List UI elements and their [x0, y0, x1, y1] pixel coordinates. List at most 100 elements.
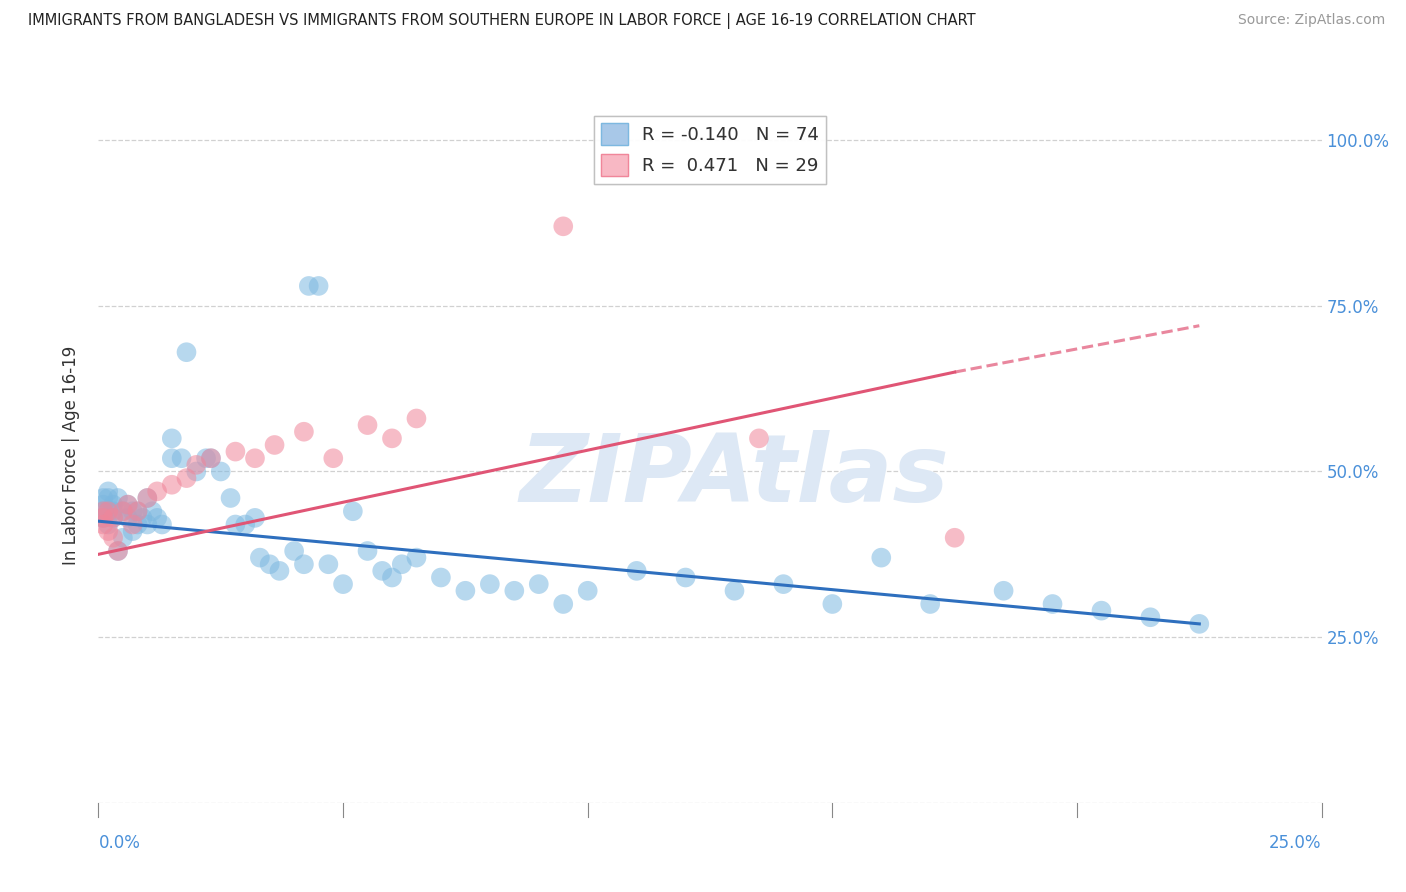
Point	[176, 345, 198, 359]
Point	[97, 504, 120, 518]
Point	[117, 498, 139, 512]
Point	[626, 564, 648, 578]
Point	[136, 491, 159, 505]
Point	[101, 498, 124, 512]
Point	[121, 517, 143, 532]
Point	[127, 504, 149, 518]
Point	[748, 431, 770, 445]
Text: Source: ZipAtlas.com: Source: ZipAtlas.com	[1237, 13, 1385, 28]
Point	[224, 517, 246, 532]
Point	[1139, 610, 1161, 624]
Point	[553, 219, 575, 234]
Point	[200, 451, 222, 466]
Point	[107, 491, 129, 505]
Point	[200, 451, 222, 466]
Text: 25.0%: 25.0%	[1270, 834, 1322, 852]
Point	[553, 597, 575, 611]
Point	[111, 504, 134, 518]
Point	[170, 451, 193, 466]
Point	[195, 451, 218, 466]
Point	[91, 504, 114, 518]
Point	[356, 418, 378, 433]
Point	[97, 524, 120, 538]
Point	[821, 597, 844, 611]
Point	[219, 491, 242, 505]
Text: IMMIGRANTS FROM BANGLADESH VS IMMIGRANTS FROM SOUTHERN EUROPE IN LABOR FORCE | A: IMMIGRANTS FROM BANGLADESH VS IMMIGRANTS…	[28, 13, 976, 29]
Y-axis label: In Labor Force | Age 16-19: In Labor Force | Age 16-19	[62, 345, 80, 565]
Point	[136, 491, 159, 505]
Point	[101, 504, 124, 518]
Point	[405, 411, 427, 425]
Point	[503, 583, 526, 598]
Point	[723, 583, 745, 598]
Point	[371, 564, 394, 578]
Point	[131, 511, 153, 525]
Point	[160, 431, 183, 445]
Point	[150, 517, 173, 532]
Point	[259, 558, 281, 572]
Point	[292, 425, 315, 439]
Point	[527, 577, 550, 591]
Point	[391, 558, 413, 572]
Point	[233, 517, 256, 532]
Legend: R = -0.140   N = 74, R =  0.471   N = 29: R = -0.140 N = 74, R = 0.471 N = 29	[593, 116, 827, 184]
Point	[332, 577, 354, 591]
Point	[1090, 604, 1112, 618]
Point	[405, 550, 427, 565]
Point	[381, 431, 404, 445]
Point	[111, 531, 134, 545]
Point	[91, 498, 114, 512]
Point	[993, 583, 1015, 598]
Point	[91, 511, 114, 525]
Point	[342, 504, 364, 518]
Point	[91, 511, 114, 525]
Point	[101, 511, 124, 525]
Point	[101, 511, 124, 525]
Point	[97, 484, 120, 499]
Point	[97, 517, 120, 532]
Point	[1188, 616, 1211, 631]
Point	[107, 544, 129, 558]
Point	[127, 504, 149, 518]
Point	[91, 491, 114, 505]
Point	[292, 558, 315, 572]
Point	[298, 279, 321, 293]
Point	[160, 477, 183, 491]
Point	[141, 504, 163, 518]
Point	[160, 451, 183, 466]
Point	[243, 511, 266, 525]
Point	[127, 517, 149, 532]
Point	[269, 564, 291, 578]
Point	[91, 517, 114, 532]
Point	[356, 544, 378, 558]
Point	[263, 438, 285, 452]
Point	[243, 451, 266, 466]
Point	[186, 465, 208, 479]
Point	[176, 471, 198, 485]
Point	[224, 444, 246, 458]
Point	[943, 531, 966, 545]
Point	[322, 451, 344, 466]
Point	[308, 279, 330, 293]
Point	[146, 511, 169, 525]
Point	[772, 577, 794, 591]
Point	[318, 558, 340, 572]
Point	[478, 577, 501, 591]
Point	[111, 504, 134, 518]
Point	[136, 517, 159, 532]
Point	[209, 465, 232, 479]
Point	[146, 484, 169, 499]
Point	[675, 570, 697, 584]
Point	[97, 504, 120, 518]
Point	[870, 550, 893, 565]
Point	[97, 491, 120, 505]
Point	[381, 570, 404, 584]
Point	[121, 504, 143, 518]
Point	[121, 524, 143, 538]
Point	[91, 504, 114, 518]
Text: 0.0%: 0.0%	[98, 834, 141, 852]
Point	[1042, 597, 1064, 611]
Point	[186, 458, 208, 472]
Text: ZIPAtlas: ZIPAtlas	[520, 430, 949, 522]
Point	[101, 531, 124, 545]
